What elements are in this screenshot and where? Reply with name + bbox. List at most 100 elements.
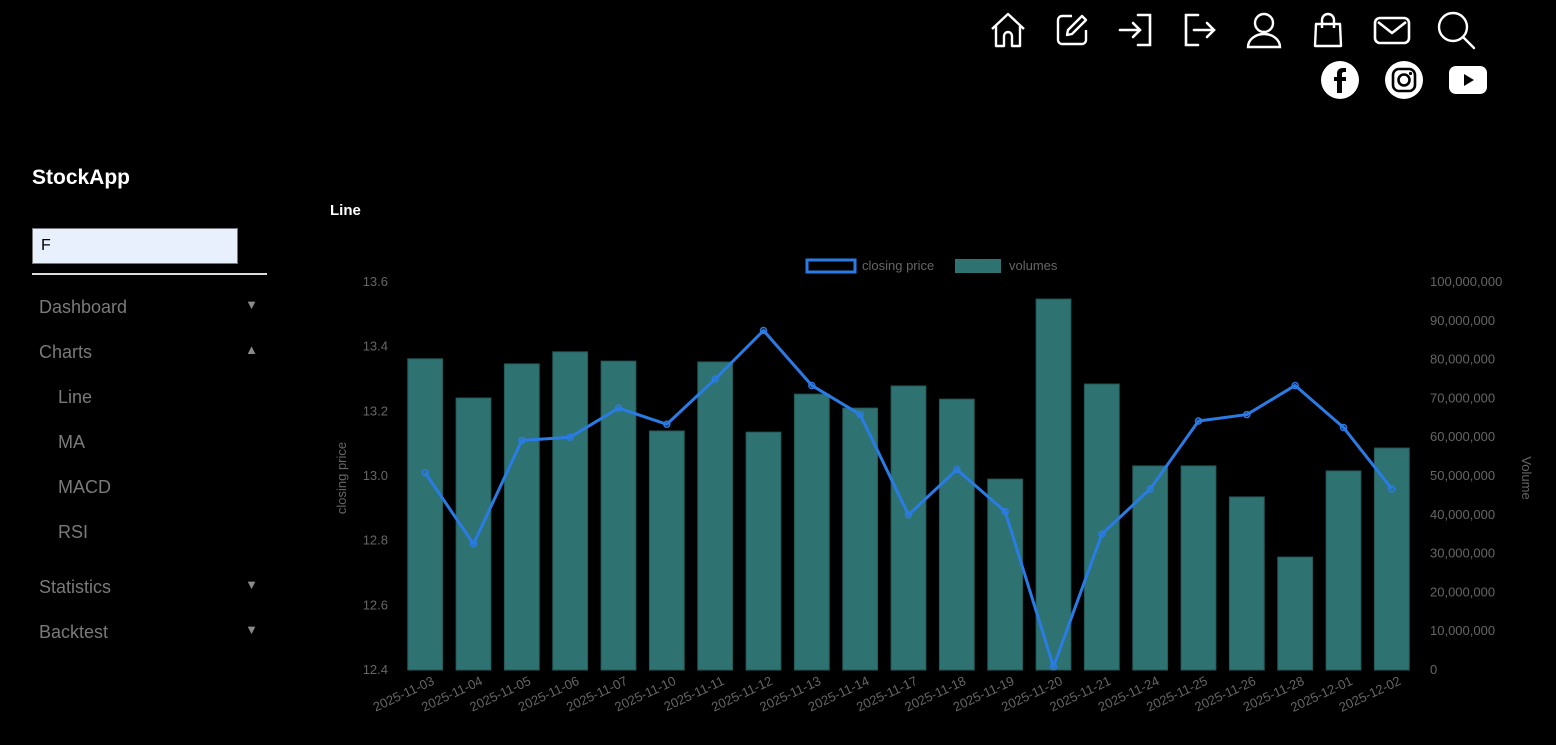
closing-price-point	[1194, 417, 1203, 425]
y-right-tick-label: 70,000,000	[1430, 390, 1495, 405]
y-right-tick-label: 90,000,000	[1430, 313, 1495, 328]
edit-icon[interactable]	[1052, 10, 1092, 50]
y-axis-left-title: closing price	[334, 442, 349, 514]
closing-price-point	[469, 540, 478, 548]
volume-bar	[842, 407, 879, 671]
youtube-icon[interactable]	[1448, 60, 1488, 100]
y-left-tick-label: 12.4	[363, 662, 388, 677]
closing-price-point	[856, 410, 864, 419]
header-icons	[988, 10, 1476, 50]
ticker-search-input[interactable]	[32, 228, 238, 264]
closing-price-point	[566, 433, 574, 441]
chevron-down-icon: ▼	[245, 297, 258, 312]
closing-price-line	[423, 329, 1394, 669]
y-right-tick-label: 10,000,000	[1430, 623, 1495, 638]
y-left-tick-label: 13.6	[363, 274, 388, 289]
chevron-down-icon: ▼	[245, 577, 258, 592]
closing-price-point	[663, 420, 671, 429]
closing-price-point	[1388, 485, 1396, 493]
volume-bar	[745, 431, 782, 671]
closing-price-point	[1001, 507, 1009, 516]
closing-price-point	[904, 511, 913, 519]
y-right-tick-label: 80,000,000	[1430, 352, 1495, 367]
y-left-tick-label: 13.4	[363, 339, 388, 354]
logout-icon[interactable]	[1180, 10, 1220, 50]
app-brand: StockApp	[32, 166, 131, 189]
sidebar-item-statistics[interactable]: Statistics ▼	[39, 570, 264, 615]
closing-price-point	[1098, 530, 1106, 538]
volume-bar	[697, 361, 734, 671]
y-axis-right-title: Volume	[1519, 456, 1534, 499]
closing-price-point	[1049, 663, 1058, 671]
y-left-tick-label: 12.6	[363, 597, 388, 612]
y-left-tick-label: 13.2	[363, 403, 388, 418]
chevron-down-icon: ▼	[245, 622, 258, 637]
sidebar-item-label: Charts	[39, 342, 93, 362]
sidebar-subitem-rsi[interactable]: RSI	[58, 522, 89, 542]
closing-price-point	[1339, 423, 1348, 432]
closing-price-point	[518, 436, 526, 445]
y-right-tick-label: 100,000,000	[1430, 274, 1502, 289]
volume-bar	[407, 358, 444, 671]
volume-bar	[1083, 383, 1120, 671]
volume-bar	[1035, 298, 1072, 671]
sidebar-nav: Dashboard ▼ Charts ▲ Line MA MACD RSI St…	[39, 290, 264, 660]
volume-bar	[455, 397, 492, 671]
shopping-bag-icon[interactable]	[1308, 10, 1348, 50]
user-icon[interactable]	[1244, 10, 1284, 50]
legend-label-volumes[interactable]: volumes	[1009, 258, 1058, 273]
closing-price-point	[953, 465, 961, 474]
sidebar-item-label: Dashboard	[39, 297, 128, 317]
sidebar-subitem-ma[interactable]: MA	[58, 432, 85, 452]
volume-bar	[1373, 447, 1410, 671]
y-right-tick-label: 60,000,000	[1430, 429, 1495, 444]
closing-price-point	[759, 326, 768, 335]
volume-bar	[1325, 470, 1362, 671]
volume-bar	[1132, 465, 1169, 671]
sidebar-subitem-line[interactable]: Line	[58, 387, 93, 407]
closing-price-point	[1146, 485, 1154, 493]
volume-bar	[1277, 556, 1314, 671]
volume-bar	[503, 363, 540, 671]
legend: closing price volumes	[805, 258, 1058, 274]
volume-bar	[890, 385, 927, 671]
sidebar-subitem-macd[interactable]: MACD	[58, 477, 111, 497]
legend-swatch-volumes[interactable]	[955, 259, 1001, 273]
closing-price-point	[808, 381, 816, 390]
sidebar-divider	[32, 273, 267, 275]
instagram-icon[interactable]	[1384, 60, 1424, 100]
sidebar-item-label: Statistics	[39, 577, 112, 597]
y-right-tick-label: 50,000,000	[1430, 468, 1495, 483]
closing-price-point	[1243, 410, 1251, 419]
social-icons	[1320, 60, 1488, 100]
y-left-tick-label: 13.0	[363, 468, 388, 483]
volume-bar	[938, 398, 975, 671]
search-icon[interactable]	[1436, 10, 1476, 50]
y-right-tick-label: 0	[1430, 662, 1437, 677]
closing-price-point	[614, 404, 623, 412]
price-volume-chart: closing price volumes closing price Volu…	[334, 258, 1534, 715]
sidebar-item-label: Backtest	[39, 622, 109, 642]
sidebar-item-backtest[interactable]: Backtest ▼	[39, 615, 264, 660]
volume-bar	[793, 393, 830, 671]
closing-price-point	[421, 469, 429, 477]
sidebar-item-dashboard[interactable]: Dashboard ▼	[39, 290, 264, 335]
closing-price-point	[711, 375, 719, 383]
volume-bar	[987, 478, 1024, 671]
volume-bar	[648, 430, 685, 671]
y-right-tick-label: 20,000,000	[1430, 584, 1495, 599]
home-icon[interactable]	[988, 10, 1028, 50]
page-title: Line	[330, 202, 361, 219]
chevron-up-icon: ▲	[245, 342, 258, 357]
y-left-tick-label: 12.8	[363, 533, 388, 548]
volume-bar	[552, 351, 589, 671]
volume-bar	[1228, 496, 1265, 671]
volume-bar	[1180, 465, 1217, 671]
facebook-icon[interactable]	[1320, 60, 1360, 100]
legend-label-closing-price[interactable]: closing price	[862, 258, 934, 273]
legend-swatch-closing-price[interactable]	[805, 258, 857, 274]
sidebar-item-charts[interactable]: Charts ▲	[39, 335, 264, 380]
y-right-tick-label: 40,000,000	[1430, 507, 1495, 522]
mail-icon[interactable]	[1372, 10, 1412, 50]
login-icon[interactable]	[1116, 10, 1156, 50]
